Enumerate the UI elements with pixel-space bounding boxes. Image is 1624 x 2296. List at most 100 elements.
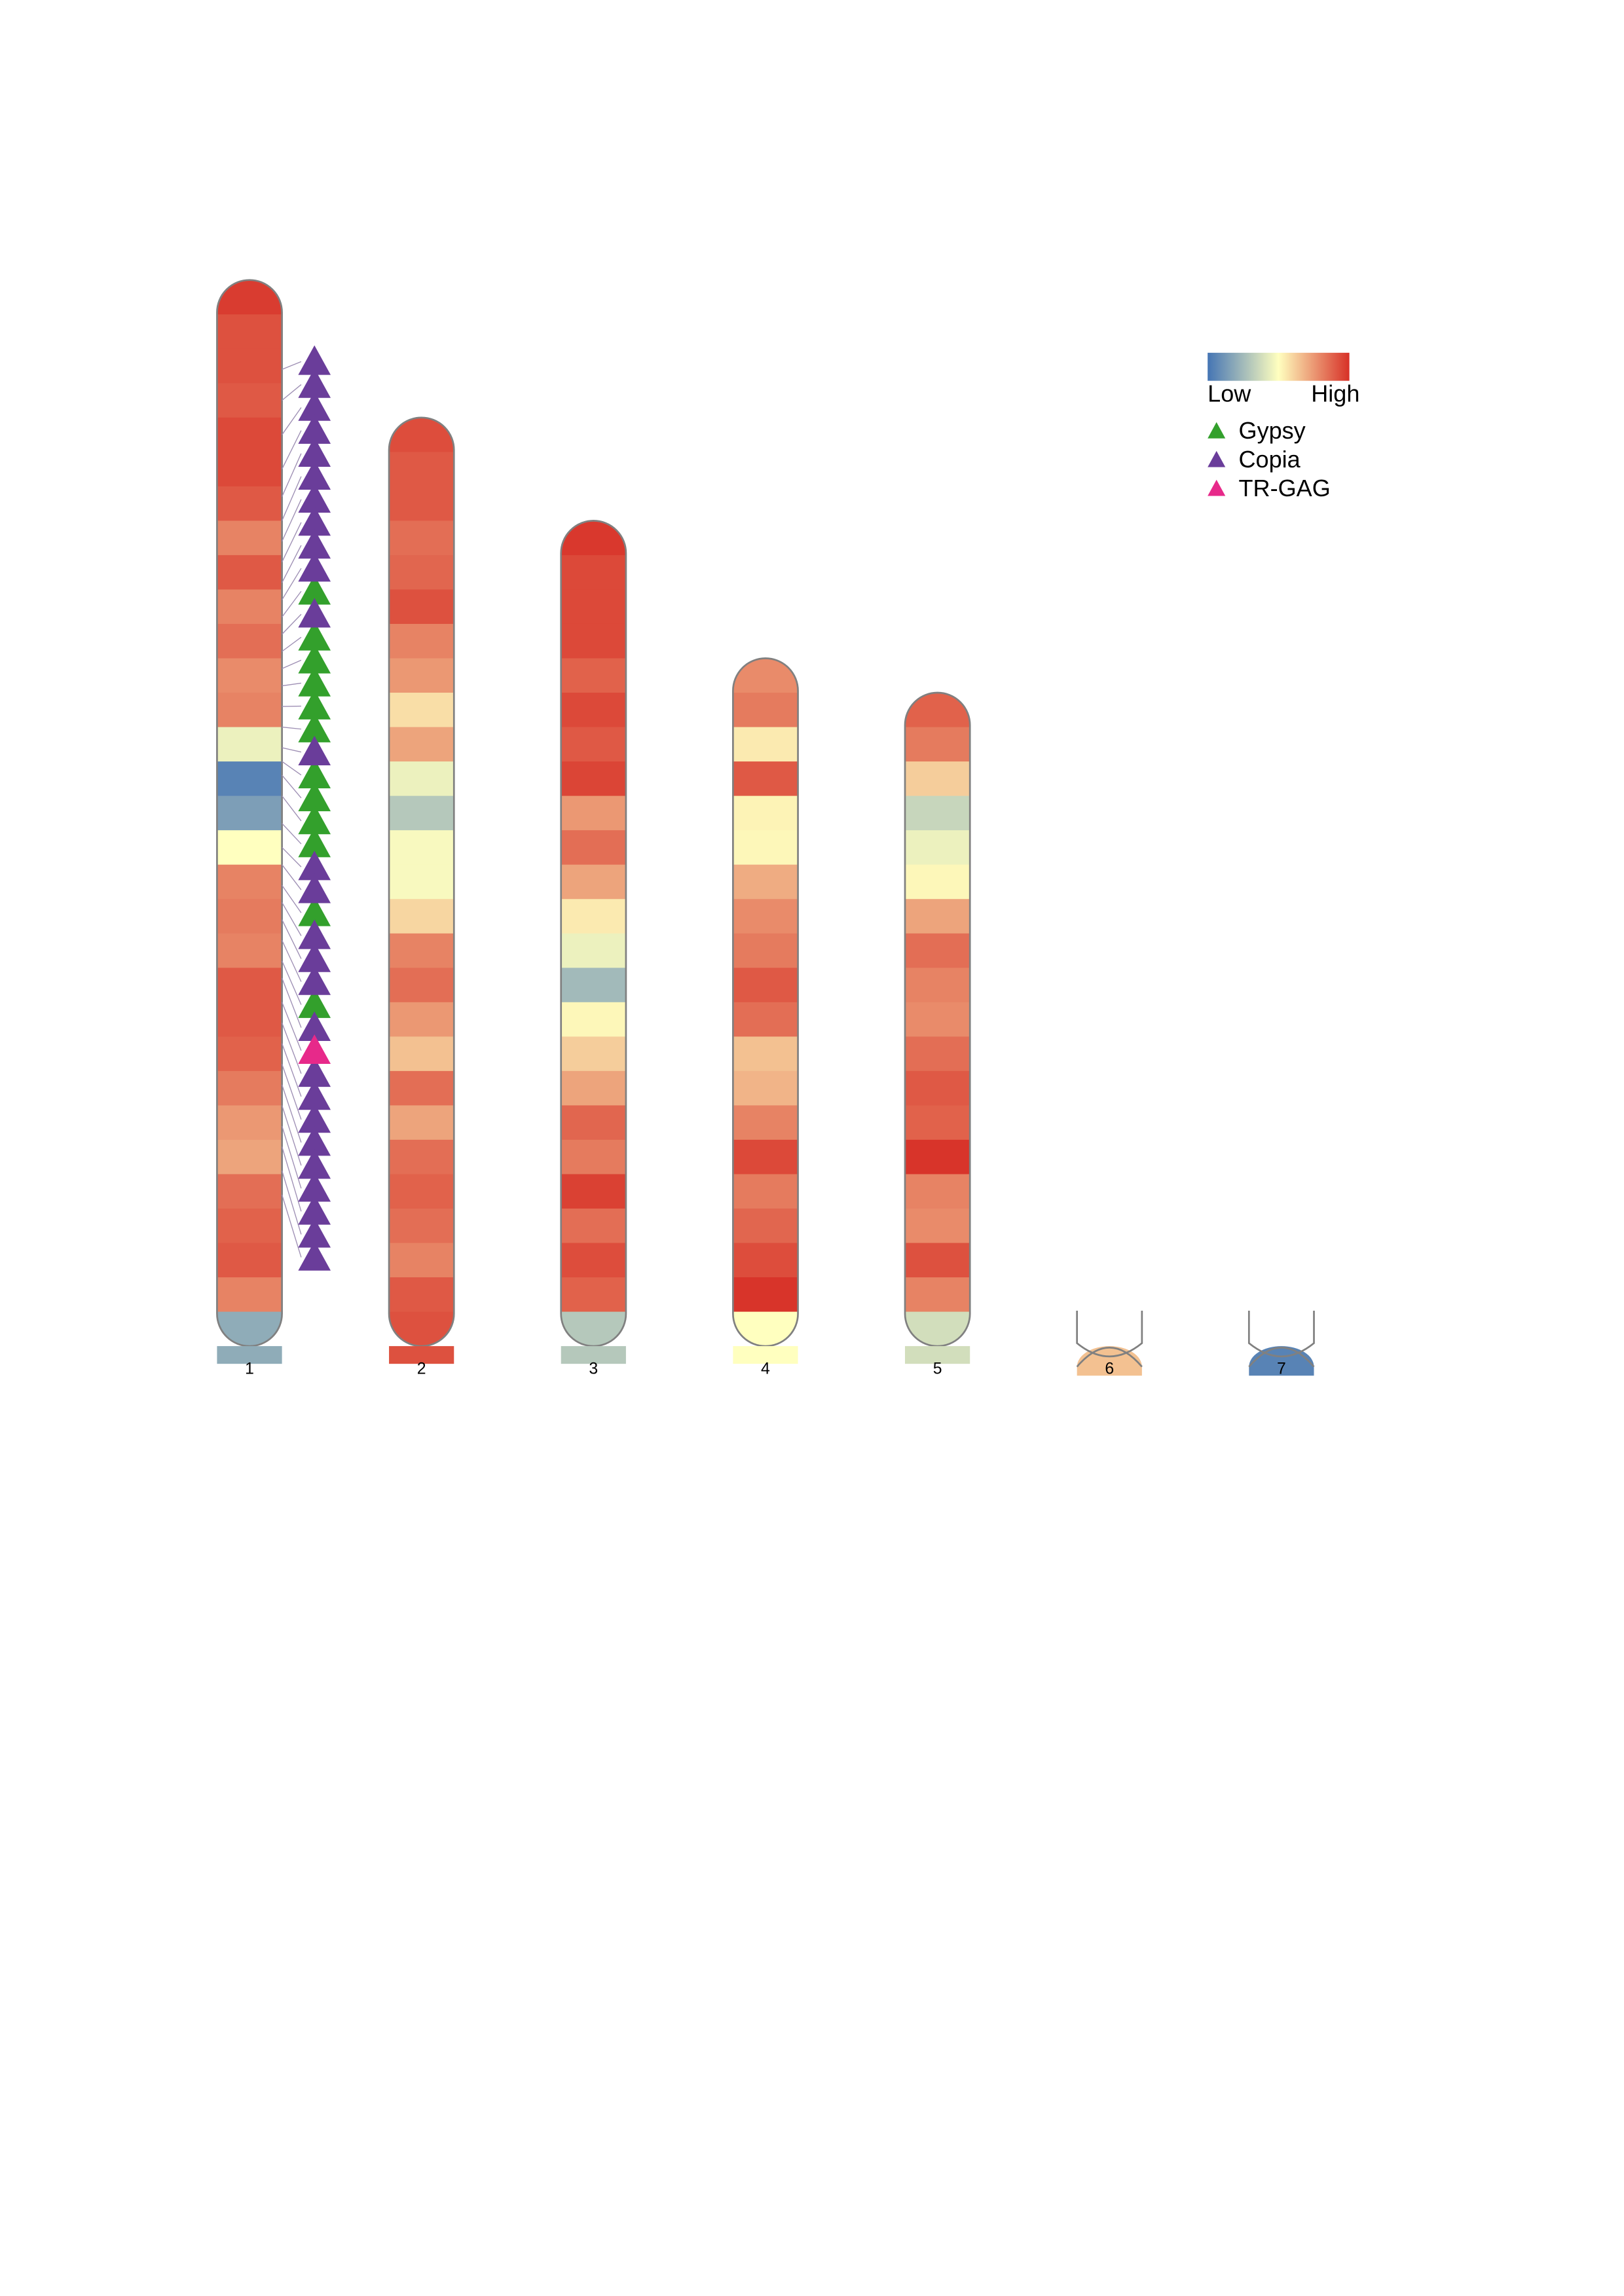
marker [298, 460, 331, 490]
marker-link [282, 613, 302, 635]
marker-link [282, 430, 302, 469]
marker-link [282, 522, 302, 562]
marker [298, 1241, 331, 1271]
chromosome-label: 1 [245, 1360, 254, 1378]
band [561, 555, 626, 591]
band [217, 1243, 282, 1279]
band [217, 968, 282, 1003]
band [389, 933, 454, 969]
band [905, 1002, 970, 1038]
legend-marker [1208, 422, 1226, 439]
band [905, 1105, 970, 1141]
chromosome-label: 7 [1277, 1360, 1286, 1378]
marker [298, 735, 331, 766]
band [733, 899, 798, 934]
marker [298, 529, 331, 559]
marker [298, 368, 331, 398]
marker-link [281, 1064, 302, 1120]
band [733, 795, 798, 831]
band [561, 1070, 626, 1106]
band [561, 968, 626, 1003]
band [389, 658, 454, 694]
marker [298, 506, 331, 536]
marker [298, 345, 331, 375]
band [905, 899, 970, 934]
chromosome-label: 2 [417, 1360, 426, 1378]
band [905, 864, 970, 900]
marker [298, 598, 331, 628]
marker-link [282, 902, 302, 936]
band [217, 1139, 282, 1175]
marker-link [282, 407, 302, 435]
band [561, 795, 626, 831]
marker-link [281, 476, 302, 521]
marker [298, 1103, 331, 1133]
band [561, 1277, 626, 1313]
chromosome-label: 3 [589, 1360, 598, 1378]
band [217, 589, 282, 625]
band [733, 761, 798, 797]
marker [298, 1172, 331, 1202]
marker-link [282, 591, 302, 617]
band [389, 1208, 454, 1244]
marker-link [282, 774, 302, 799]
marker-link [282, 682, 302, 687]
band-swatch [389, 1346, 454, 1364]
band [217, 1105, 282, 1141]
marker-link [281, 1125, 302, 1189]
band [905, 1174, 970, 1210]
chromosome-label: 4 [761, 1360, 770, 1378]
marker [298, 391, 331, 421]
band [389, 1243, 454, 1279]
marker [298, 896, 331, 926]
band [389, 555, 454, 591]
band [733, 864, 798, 900]
marker [298, 782, 331, 812]
band [561, 1105, 626, 1141]
band [217, 314, 282, 350]
marker [298, 552, 331, 582]
band [733, 1036, 798, 1072]
marker-link [281, 1146, 302, 1212]
band [389, 899, 454, 934]
band [217, 280, 282, 316]
band [733, 1243, 798, 1279]
chromosome [217, 280, 282, 1347]
marker-link [282, 384, 302, 401]
band [905, 693, 970, 728]
band [217, 452, 282, 487]
band [733, 1311, 798, 1347]
legend-high: High [1311, 380, 1359, 407]
band [733, 727, 798, 763]
marker-link [282, 823, 302, 845]
band [389, 1277, 454, 1313]
band [905, 1070, 970, 1106]
marker-link [281, 1002, 302, 1051]
band [389, 830, 454, 866]
marker [298, 414, 331, 444]
marker-link [282, 361, 302, 370]
band [217, 933, 282, 969]
marker [298, 988, 331, 1018]
marker [298, 666, 331, 697]
band [389, 727, 454, 763]
marker-link [282, 545, 302, 583]
marker [298, 483, 331, 513]
legend-marker [1208, 479, 1226, 496]
band [733, 1174, 798, 1210]
band [733, 830, 798, 866]
band [217, 1174, 282, 1210]
band [217, 864, 282, 900]
band [389, 1036, 454, 1072]
marker [298, 919, 331, 949]
band [733, 1070, 798, 1106]
band [733, 933, 798, 969]
marker-link [281, 1194, 302, 1258]
band [217, 348, 282, 384]
chromosome-outline [1247, 1310, 1315, 1368]
marker-link [281, 960, 302, 1005]
band-swatch [217, 1346, 282, 1364]
band [561, 1036, 626, 1072]
